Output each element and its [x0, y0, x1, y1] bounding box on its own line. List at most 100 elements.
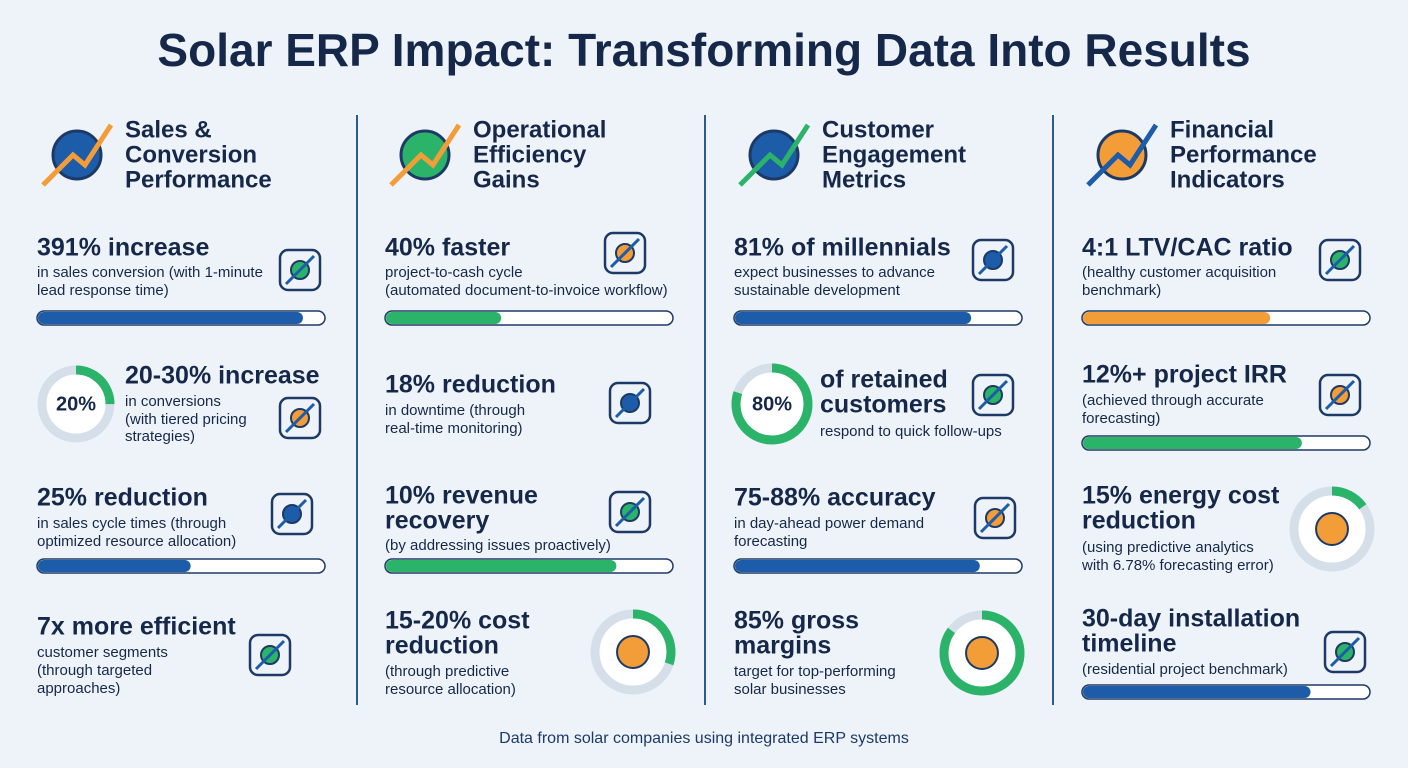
metric-text: (with tiered pricing	[125, 411, 247, 428]
header-icon	[1086, 123, 1159, 187]
metric-text: lead response time)	[37, 282, 169, 299]
icon	[276, 498, 308, 530]
metric-headline: timeline	[1082, 630, 1177, 658]
metric-headline: 15-20% cost	[385, 607, 530, 635]
metric-headline: 85% gross	[734, 607, 859, 635]
column-title: Indicators	[1170, 166, 1285, 193]
header-icon	[51, 129, 103, 181]
header-icon	[748, 129, 800, 181]
ring-arc	[939, 610, 1025, 696]
metric-text: forecasting)	[1082, 410, 1160, 427]
progress-bar	[38, 560, 191, 572]
metric-headline: of retained	[820, 366, 948, 394]
ring-label: 80%	[752, 393, 792, 415]
icon	[284, 402, 316, 434]
header-icon	[389, 123, 462, 187]
metric-text: (automated document-to-invoice workflow)	[385, 282, 668, 299]
column-title: Performance	[1170, 141, 1317, 168]
progress-bar	[1083, 437, 1302, 449]
progress-bar	[1083, 312, 1271, 324]
icon	[278, 396, 322, 440]
metric-text: solar businesses	[734, 681, 846, 698]
metric-text: respond to quick follow-ups	[820, 423, 1002, 440]
ring-icon	[616, 635, 650, 669]
icon	[254, 639, 286, 671]
icon	[609, 237, 641, 269]
column-title: Metrics	[822, 166, 906, 193]
metric-headline: 30-day installation	[1082, 605, 1300, 633]
icon	[977, 379, 1009, 411]
icon	[1318, 373, 1362, 417]
metric-text: optimized resource allocation)	[37, 533, 236, 550]
icon	[1324, 244, 1356, 276]
metric-headline: 18% reduction	[385, 371, 556, 399]
header-icon	[738, 123, 811, 187]
icon	[977, 244, 1009, 276]
header-icon	[1096, 129, 1148, 181]
column-title: Customer	[822, 116, 934, 143]
progress-bar	[386, 560, 617, 572]
icon	[1324, 379, 1356, 411]
metric-text: sustainable development	[734, 282, 901, 299]
metric-text: strategies)	[125, 428, 195, 445]
icon	[614, 387, 646, 419]
metric-text: with 6.78% forecasting error)	[1081, 557, 1274, 574]
ring-arc	[1289, 486, 1375, 572]
progress-bar	[1083, 686, 1311, 698]
metric-headline: reduction	[385, 632, 499, 660]
progress-bar	[735, 560, 980, 572]
metric-text: (healthy customer acquisition	[1082, 264, 1276, 281]
column-title: Gains	[473, 166, 540, 193]
icon	[248, 633, 292, 677]
column-title: Financial	[1170, 116, 1274, 143]
progress-bar	[38, 312, 303, 324]
ring-icon	[1315, 512, 1349, 546]
metric-text: in sales conversion (with 1-minute	[37, 264, 263, 281]
metric-text: in day-ahead power demand	[734, 515, 924, 532]
metric-headline: 25% reduction	[37, 484, 208, 512]
ring-icon	[965, 636, 999, 670]
icon	[1323, 630, 1367, 674]
metric-text: target for top-performing	[734, 663, 896, 680]
icon	[1318, 238, 1362, 282]
column-title: Sales &	[125, 116, 212, 143]
metric-headline: 7x more efficient	[37, 613, 236, 641]
metric-headline: 10% revenue	[385, 482, 538, 510]
metric-text: benchmark)	[1082, 282, 1161, 299]
metric-headline: margins	[734, 632, 831, 660]
column-title: Engagement	[822, 141, 966, 168]
column-title: Conversion	[125, 141, 257, 168]
metric-headline: recovery	[385, 507, 489, 535]
metric-text: forecasting	[734, 533, 807, 550]
header-icon	[41, 123, 114, 187]
icon	[971, 373, 1015, 417]
progress-bar	[735, 312, 972, 324]
column-title: Performance	[125, 166, 272, 193]
metric-text: project-to-cash cycle	[385, 264, 523, 281]
ring-arc	[590, 609, 676, 695]
icon	[971, 238, 1015, 282]
metric-headline: 20-30% increase	[125, 362, 320, 390]
icon	[608, 381, 652, 425]
metric-text: in conversions	[125, 393, 221, 410]
title: Solar ERP Impact: Transforming Data Into…	[157, 24, 1250, 76]
metric-headline: 81% of millennials	[734, 234, 951, 262]
metric-headline: 12%+ project IRR	[1082, 361, 1287, 389]
metric-text: expect businesses to advance	[734, 264, 935, 281]
progress-bar	[386, 312, 502, 324]
icon	[608, 490, 652, 534]
icon	[979, 502, 1011, 534]
ring-arc	[37, 365, 115, 443]
icon	[973, 496, 1017, 540]
metric-text: (residential project benchmark)	[1082, 661, 1288, 678]
metric-text: resource allocation)	[385, 681, 516, 698]
icon	[278, 248, 322, 292]
metric-text: approaches)	[37, 680, 120, 697]
column-title: Operational	[473, 116, 606, 143]
icon	[270, 492, 314, 536]
metric-headline: 40% faster	[385, 234, 510, 262]
icon	[614, 496, 646, 528]
metric-text: (through predictive	[385, 663, 509, 680]
